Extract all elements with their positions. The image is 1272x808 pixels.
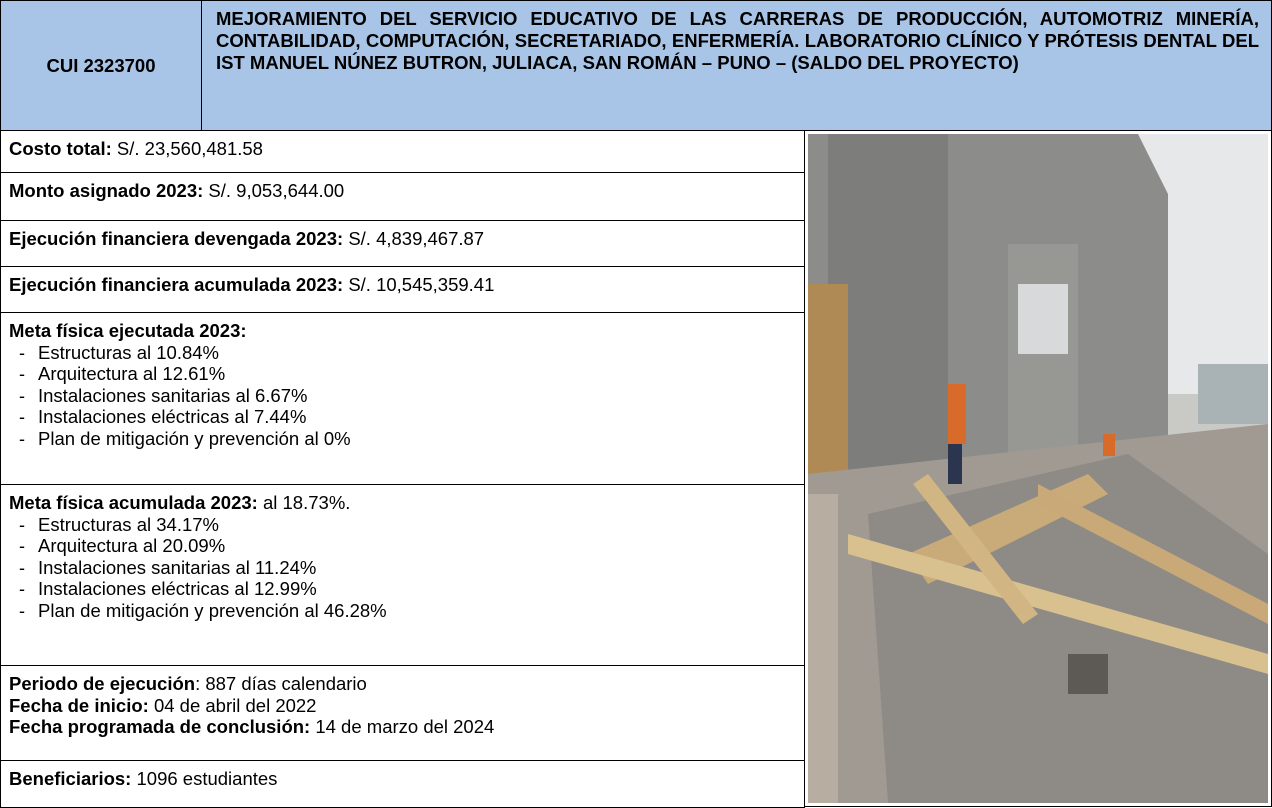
field-value: 14 de marzo del 2024 xyxy=(315,716,495,737)
field: Periodo de ejecución: 887 días calendari… xyxy=(9,673,804,695)
field: Fecha de inicio: 04 de abril del 2022 xyxy=(9,695,804,717)
list-item: Instalaciones eléctricas al 12.99% xyxy=(35,578,804,600)
item-list: Estructuras al 10.84%Arquitectura al 12.… xyxy=(9,342,804,450)
list-item: Arquitectura al 12.61% xyxy=(35,363,804,385)
section: Meta física ejecutada 2023:Estructuras a… xyxy=(0,312,805,485)
field-label: Costo total: xyxy=(9,138,112,159)
field-label: Meta física ejecutada 2023: xyxy=(9,320,247,341)
section: Meta física acumulada 2023: al 18.73%.Es… xyxy=(0,484,805,666)
field-label: Meta física acumulada 2023: xyxy=(9,492,258,513)
field: Beneficiarios: 1096 estudiantes xyxy=(9,768,804,790)
field-label: Beneficiarios: xyxy=(9,768,132,789)
list-item: Arquitectura al 20.09% xyxy=(35,535,804,557)
field: Monto asignado 2023: S/. 9,053,644.00 xyxy=(9,180,804,202)
section: Ejecución financiera devengada 2023: S/.… xyxy=(0,220,805,267)
field: Costo total: S/. 23,560,481.58 xyxy=(9,138,804,160)
photo-cell xyxy=(804,130,1272,807)
field-value: : 887 días calendario xyxy=(195,673,367,694)
section: Ejecución financiera acumulada 2023: S/.… xyxy=(0,266,805,313)
list-item: Estructuras al 10.84% xyxy=(35,342,804,364)
field: Meta física ejecutada 2023: xyxy=(9,320,804,342)
field-label: Monto asignado 2023: xyxy=(9,180,204,201)
field-value: S/. 9,053,644.00 xyxy=(208,180,345,201)
field-value: 04 de abril del 2022 xyxy=(153,694,317,716)
section: Costo total: S/. 23,560,481.58 xyxy=(0,130,805,173)
title-cell: MEJORAMIENTO DEL SERVICIO EDUCATIVO DE L… xyxy=(201,0,1272,131)
field-label: Periodo de ejecución xyxy=(9,673,196,694)
section: Periodo de ejecución: 887 días calendari… xyxy=(0,665,805,761)
cui-cell: CUI 2323700 xyxy=(0,0,202,131)
section: Beneficiarios: 1096 estudiantes xyxy=(0,760,805,808)
list-item: Plan de mitigación y prevención al 0% xyxy=(35,428,804,450)
field-value: S/. 4,839,467.87 xyxy=(348,228,485,249)
list-item: Instalaciones sanitarias al 11.24% xyxy=(35,557,804,579)
field-label: Ejecución financiera devengada 2023: xyxy=(9,228,344,249)
section: Monto asignado 2023: S/. 9,053,644.00 xyxy=(0,172,805,221)
field-value: 1096 estudiantes xyxy=(136,768,278,789)
field: Fecha programada de conclusión: 14 de ma… xyxy=(9,716,804,738)
title: MEJORAMIENTO DEL SERVICIO EDUCATIVO DE L… xyxy=(216,8,1259,73)
field-value: al 18.73%. xyxy=(262,492,351,513)
field-value: S/. 10,545,359.41 xyxy=(348,274,495,295)
field-value: S/. 23,560,481.58 xyxy=(116,138,263,159)
field: Ejecución financiera acumulada 2023: S/.… xyxy=(9,274,804,296)
field: Meta física acumulada 2023: al 18.73%. xyxy=(9,492,804,514)
list-item: Instalaciones sanitarias al 6.67% xyxy=(35,385,804,407)
field: Ejecución financiera devengada 2023: S/.… xyxy=(9,228,804,250)
cui: CUI 2323700 xyxy=(46,54,156,76)
list-item: Instalaciones eléctricas al 7.44% xyxy=(35,406,804,428)
construction-photo xyxy=(808,134,1268,803)
list-item: Plan de mitigación y prevención al 46.28… xyxy=(35,600,804,622)
field-label: Fecha programada de conclusión: xyxy=(9,716,311,737)
item-list: Estructuras al 34.17%Arquitectura al 20.… xyxy=(9,514,804,622)
field-label: Ejecución financiera acumulada 2023: xyxy=(9,274,344,295)
list-item: Estructuras al 34.17% xyxy=(35,514,804,536)
field-label: Fecha de inicio: xyxy=(9,694,149,716)
